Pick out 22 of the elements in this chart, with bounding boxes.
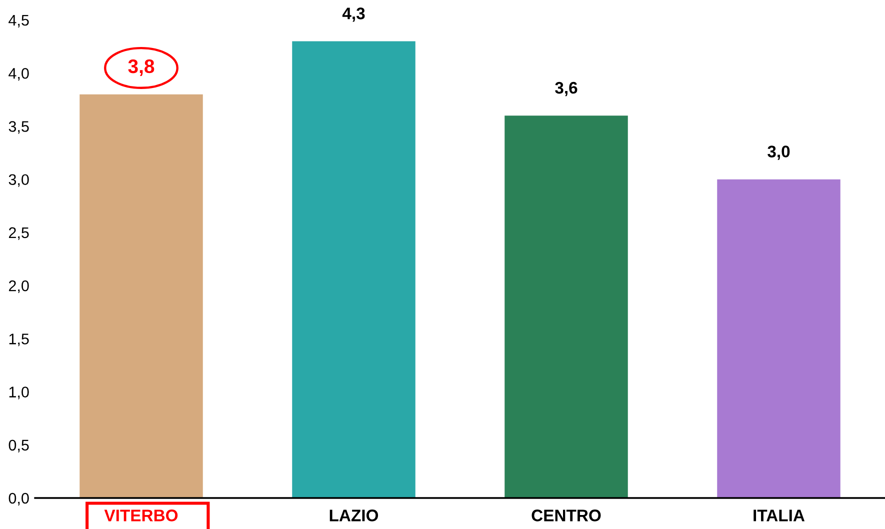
- data-label: 3,8: [128, 59, 154, 76]
- data-label: 3,0: [768, 146, 790, 160]
- data-label: 4,3: [342, 8, 365, 22]
- x-tick-label: CENTRO: [532, 510, 601, 522]
- bar: [717, 179, 840, 498]
- y-tick-label: 2,0: [8, 280, 29, 294]
- y-tick-label: 4,5: [8, 15, 29, 28]
- y-tick-label: 1,5: [9, 334, 29, 346]
- y-tick-label: 0,5: [8, 440, 29, 452]
- bar: [80, 94, 203, 498]
- x-tick-label: VITERBO: [104, 510, 178, 522]
- data-label: 3,6: [555, 82, 578, 96]
- bar: [292, 41, 416, 498]
- y-tick-label: 4,0: [8, 68, 29, 81]
- y-tick-label: 3,0: [8, 174, 29, 187]
- y-tick-label: 0,0: [8, 492, 29, 506]
- x-tick-label: ITALIA: [754, 510, 805, 522]
- y-tick-label: 1,0: [9, 386, 29, 400]
- bar: [504, 116, 628, 498]
- x-tick-label: LAZIO: [330, 510, 378, 522]
- y-tick-label: 2,5: [8, 227, 29, 240]
- y-tick-label: 3,5: [8, 121, 29, 134]
